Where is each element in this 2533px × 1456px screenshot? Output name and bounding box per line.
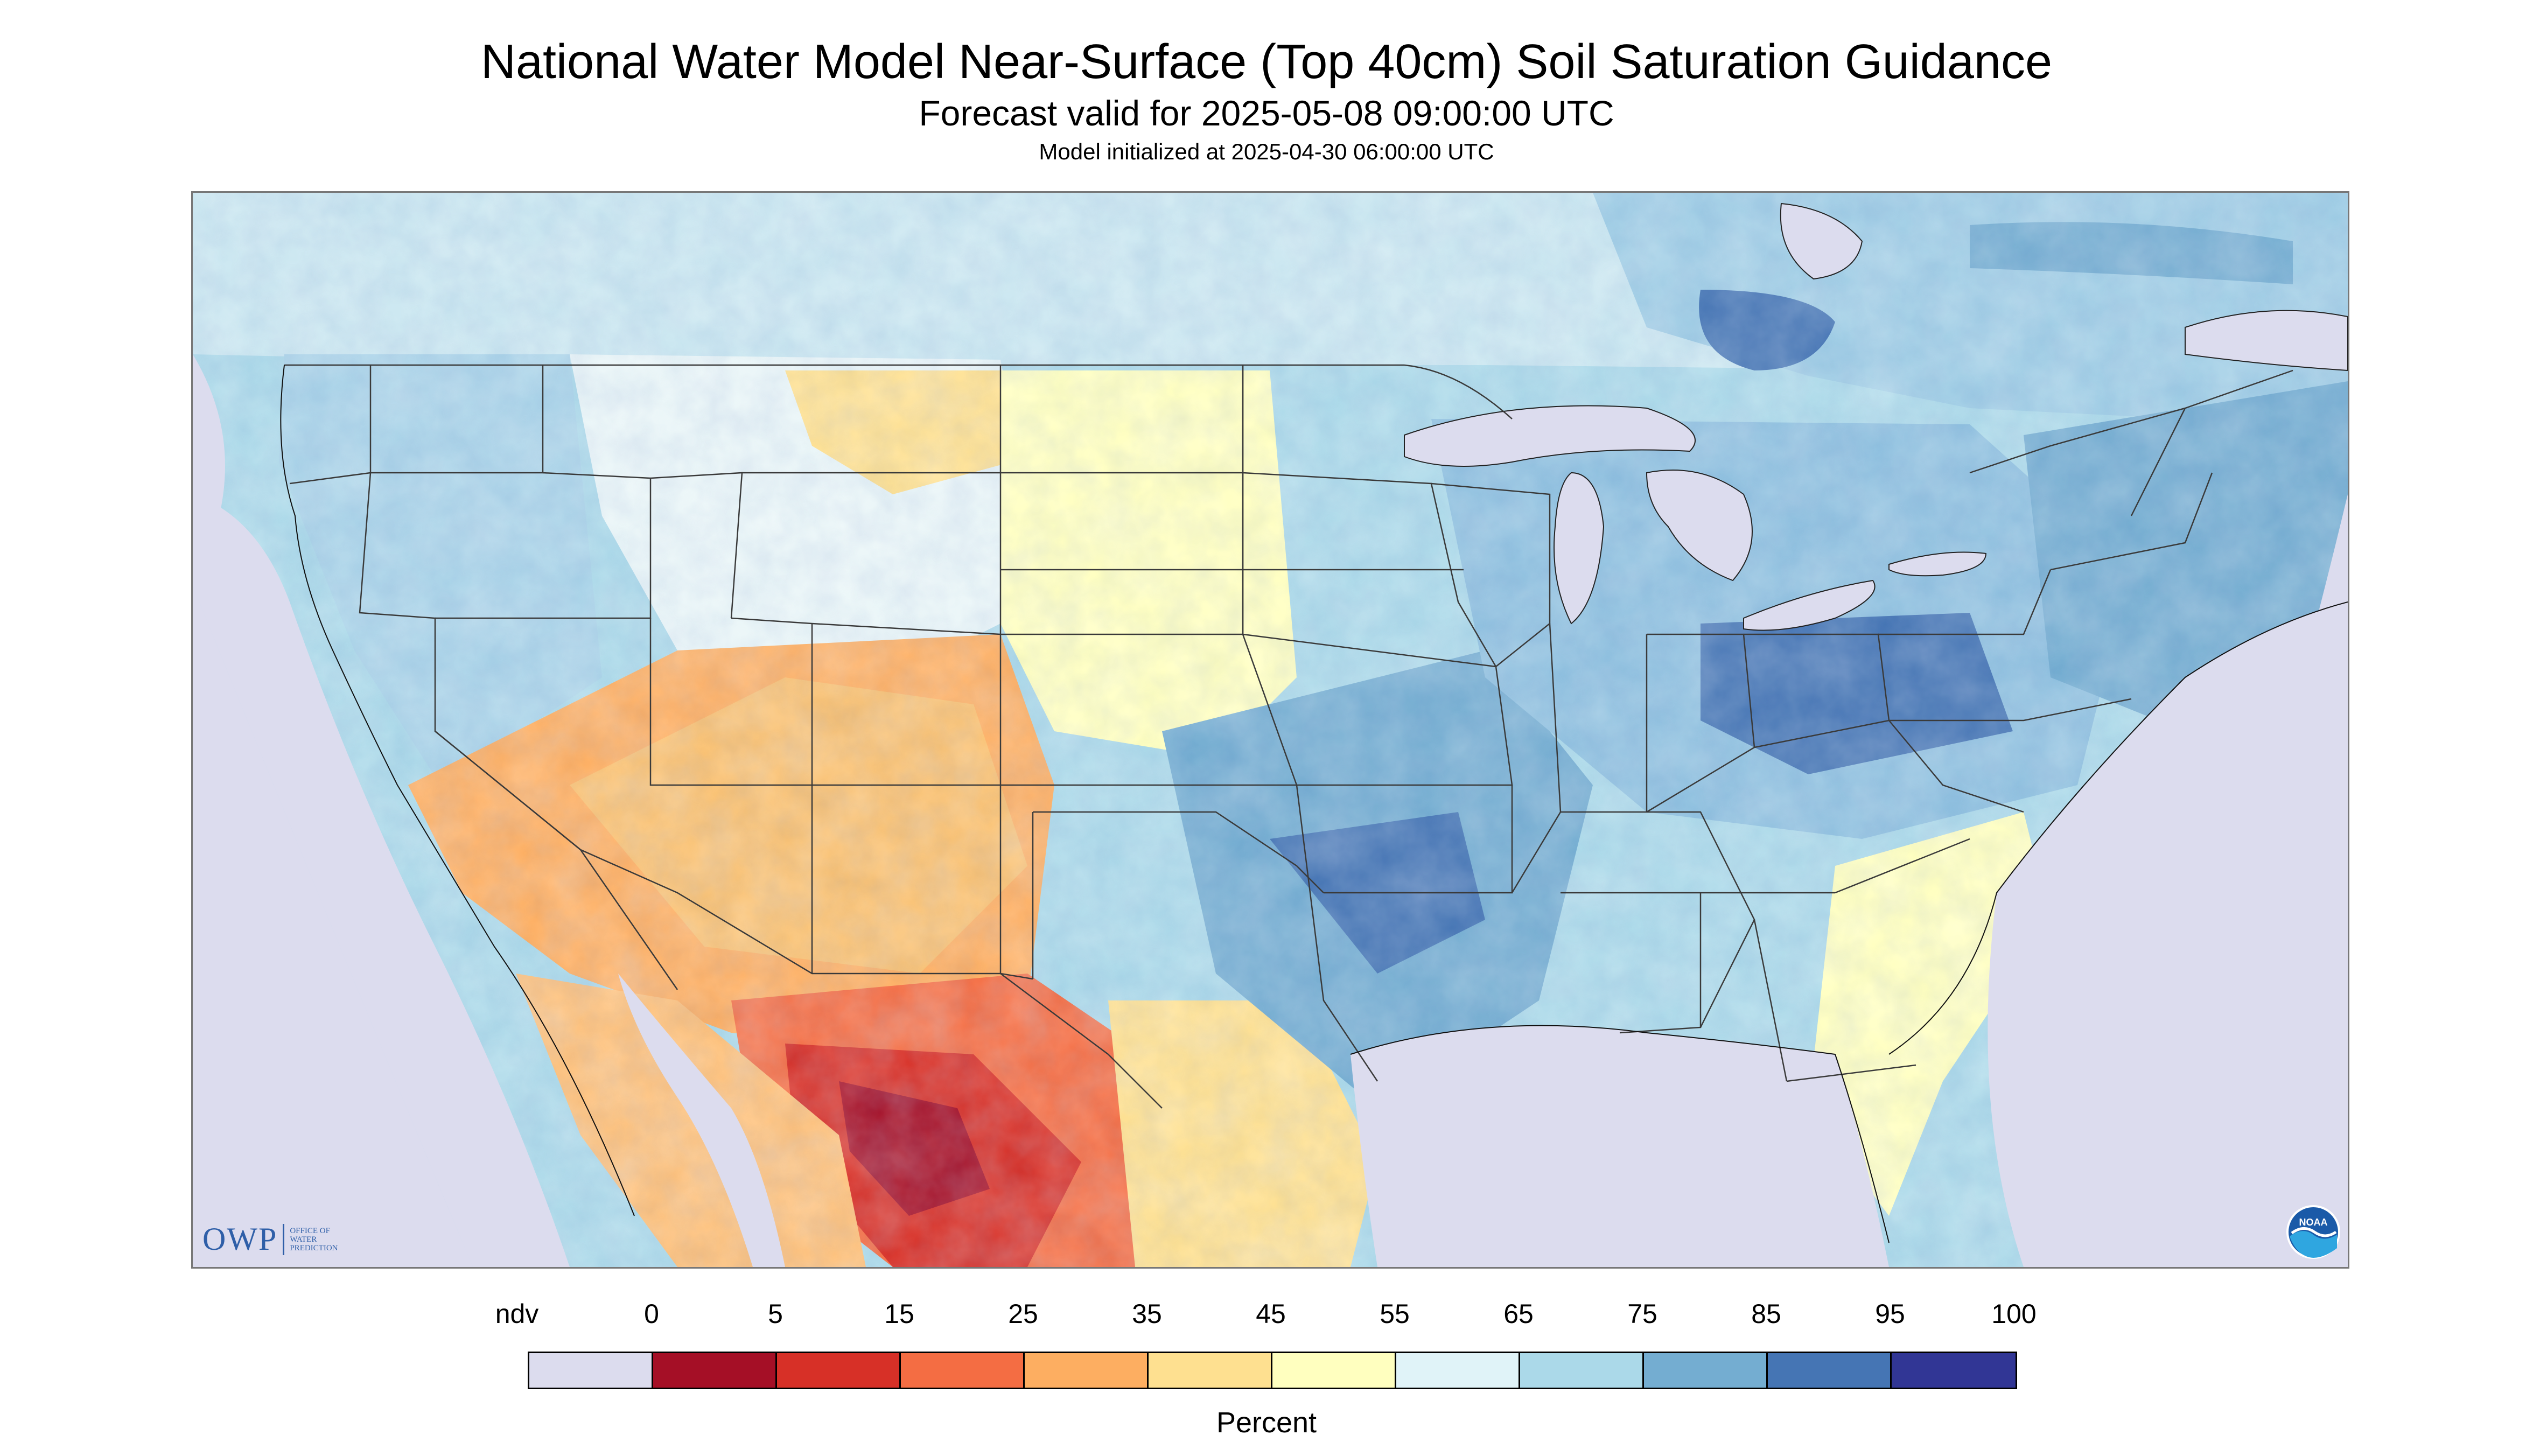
legend-swatch-3 [901, 1353, 1025, 1388]
legend-swatch-1 [653, 1353, 777, 1388]
forecast-valid-time: Forecast valid for 2025-05-08 09:00:00 U… [919, 93, 1614, 133]
legend-tick-0: ndv [495, 1299, 539, 1329]
map-canvas: OWP OFFICE OF WATER PREDICTION NOAA [193, 193, 2348, 1267]
legend-tick-7: 55 [1380, 1299, 1410, 1329]
legend-colorbar [528, 1352, 2017, 1389]
land-field [193, 193, 2348, 1267]
legend-tick-6: 45 [1256, 1299, 1286, 1329]
owp-logo-divider [283, 1223, 285, 1255]
owp-logo: OWP OFFICE OF WATER PREDICTION [202, 1221, 338, 1257]
legend-tick-8: 65 [1503, 1299, 1534, 1329]
model-init-time: Model initialized at 2025-04-30 06:00:00… [1039, 139, 1494, 164]
soil-saturation-map: OWP OFFICE OF WATER PREDICTION NOAA [191, 191, 2349, 1269]
legend-swatch-7 [1396, 1353, 1520, 1388]
owp-logo-text: OFFICE OF WATER PREDICTION [290, 1226, 338, 1252]
legend-swatch-10 [1768, 1353, 1892, 1388]
legend-swatch-8 [1520, 1353, 1644, 1388]
political-boundaries [284, 364, 2293, 1109]
legend-tick-9: 75 [1627, 1299, 1657, 1329]
legend-tick-2: 5 [768, 1299, 783, 1329]
map-title: National Water Model Near-Surface (Top 4… [480, 35, 2052, 89]
legend-swatch-5 [1149, 1353, 1272, 1388]
coastlines [280, 365, 2348, 1243]
noaa-logo-mark: NOAA [2299, 1217, 2328, 1228]
legend-swatch-2 [777, 1353, 901, 1388]
legend-tick-5: 35 [1132, 1299, 1162, 1329]
legend-tick-10: 85 [1751, 1299, 1781, 1329]
legend-title: Percent [1216, 1406, 1317, 1439]
legend-tick-4: 25 [1008, 1299, 1038, 1329]
legend-tick-11: 95 [1875, 1299, 1905, 1329]
water-bodies [193, 202, 2348, 1267]
legend-swatch-6 [1272, 1353, 1396, 1388]
legend-swatch-4 [1025, 1353, 1149, 1388]
color-legend: ndv 0 5 15 25 35 45 55 65 75 85 95 100 Percent [0, 1298, 2533, 1448]
legend-tick-12: 100 [1991, 1299, 2037, 1329]
legend-tick-3: 15 [884, 1299, 914, 1329]
legend-swatch-0 [529, 1353, 653, 1388]
legend-swatch-9 [1644, 1353, 1768, 1388]
legend-swatch-11 [1892, 1353, 2016, 1388]
legend-tick-1: 0 [644, 1299, 659, 1329]
owp-logo-mark: OWP [202, 1221, 278, 1257]
noaa-logo: NOAA [2286, 1205, 2340, 1259]
